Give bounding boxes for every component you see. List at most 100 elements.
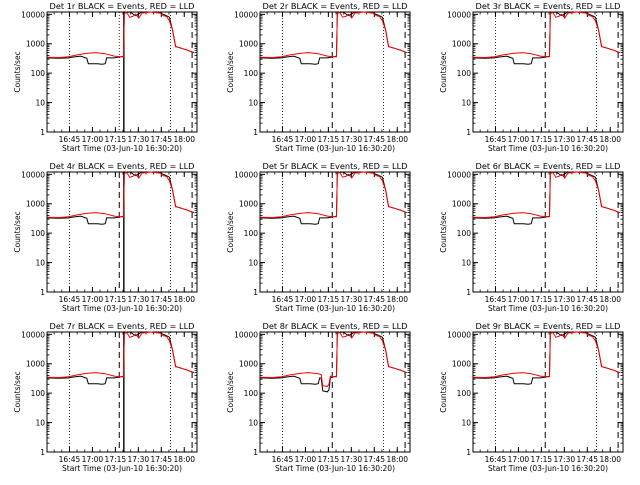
x-axis-label: Start Time (03-Jun-10 16:30:20)	[62, 144, 182, 153]
series-lld-line	[472, 171, 621, 219]
x-tick-label: 17:15	[531, 295, 553, 304]
x-tick-label: 17:30	[554, 135, 576, 144]
x-tick-label: 17:00	[82, 295, 104, 304]
y-tick-label: 100	[244, 229, 259, 238]
y-tick-label: 100	[31, 69, 46, 78]
y-tick-label: 1000	[452, 360, 471, 369]
y-tick-label: 10000	[447, 330, 471, 339]
plot-frame	[46, 171, 198, 293]
x-tick-label: 17:00	[82, 135, 104, 144]
y-tick-label: 10	[461, 259, 471, 268]
panel-4: Det 4r BLACK = Events, RED = LLD 1 10 100 10…	[13, 161, 198, 313]
x-tick-label: 17:45	[363, 295, 385, 304]
x-tick-label: 17:00	[295, 455, 317, 464]
x-tick-label: 18:00	[386, 135, 408, 144]
x-tick-label: 17:45	[363, 455, 385, 464]
y-tick-label: 10000	[21, 170, 45, 179]
plot-frame	[259, 171, 411, 293]
y-tick-label: 1000	[452, 40, 471, 49]
y-tick-label: 10000	[21, 330, 45, 339]
x-tick-label: 18:00	[173, 455, 195, 464]
panel-title: Det 6r BLACK = Events, RED = LLD	[476, 161, 621, 171]
x-tick-label: 17:00	[508, 295, 530, 304]
x-tick-label: 17:45	[576, 455, 598, 464]
y-tick-label: 10	[248, 419, 258, 428]
series-lld-line	[472, 331, 621, 379]
y-tick-label: 10000	[447, 10, 471, 19]
panel-title: Det 3r BLACK = Events, RED = LLD	[476, 1, 621, 11]
y-tick-label: 1000	[239, 200, 258, 209]
y-axis-label: Counts/sec	[13, 51, 22, 92]
y-tick-label: 1	[253, 448, 258, 457]
x-tick-label: 17:15	[318, 135, 340, 144]
panel-7: Det 7r BLACK = Events, RED = LLD 1 10 100 10…	[13, 321, 198, 473]
x-tick-label: 17:45	[150, 135, 172, 144]
y-axis-label: Counts/sec	[439, 371, 448, 412]
y-tick-label: 10	[461, 419, 471, 428]
y-axis-label: Counts/sec	[439, 51, 448, 92]
x-axis-label: Start Time (03-Jun-10 16:30:20)	[488, 144, 608, 153]
x-tick-label: 17:00	[295, 295, 317, 304]
y-tick-label: 1000	[26, 40, 45, 49]
x-tick-label: 17:15	[531, 455, 553, 464]
x-tick-label: 17:30	[128, 135, 150, 144]
y-tick-label: 10000	[21, 10, 45, 19]
x-tick-label: 17:15	[105, 455, 127, 464]
plot-frame	[259, 331, 411, 453]
x-tick-label: 16:45	[485, 135, 507, 144]
x-tick-label: 17:30	[341, 455, 363, 464]
plot-frame	[472, 171, 624, 293]
y-tick-label: 1	[40, 448, 45, 457]
y-tick-label: 10	[461, 99, 471, 108]
x-tick-label: 17:15	[105, 295, 127, 304]
x-axis-label: Start Time (03-Jun-10 16:30:20)	[62, 464, 182, 473]
y-tick-label: 1000	[26, 200, 45, 209]
x-tick-label: 17:45	[363, 135, 385, 144]
y-axis-label: Counts/sec	[226, 371, 235, 412]
panel-title: Det 5r BLACK = Events, RED = LLD	[263, 161, 408, 171]
x-tick-label: 16:45	[59, 295, 81, 304]
y-tick-label: 1000	[239, 360, 258, 369]
y-tick-label: 10	[35, 259, 45, 268]
series-lld-line	[46, 331, 195, 379]
y-axis-label: Counts/sec	[226, 211, 235, 252]
x-tick-label: 17:00	[508, 135, 530, 144]
x-tick-label: 17:30	[128, 295, 150, 304]
x-tick-label: 16:45	[272, 135, 294, 144]
plot-frame	[472, 331, 624, 453]
plot-frame	[46, 331, 198, 453]
y-tick-label: 1	[466, 288, 471, 297]
x-tick-label: 17:30	[341, 295, 363, 304]
x-tick-label: 17:45	[150, 295, 172, 304]
x-tick-label: 16:45	[272, 455, 294, 464]
y-tick-label: 1	[466, 128, 471, 137]
y-tick-label: 100	[31, 229, 46, 238]
y-tick-label: 100	[457, 69, 472, 78]
y-tick-label: 1	[253, 288, 258, 297]
y-tick-label: 10000	[447, 170, 471, 179]
x-tick-label: 16:45	[59, 135, 81, 144]
x-tick-label: 16:45	[272, 295, 294, 304]
panel-3: Det 3r BLACK = Events, RED = LLD 1 10 100 10…	[439, 1, 624, 153]
y-tick-label: 10	[248, 259, 258, 268]
y-tick-label: 100	[244, 69, 259, 78]
panel-title: Det 1r BLACK = Events, RED = LLD	[50, 1, 195, 11]
panel-1: Det 1r BLACK = Events, RED = LLD 1 10 100 10…	[13, 1, 198, 153]
y-axis-label: Counts/sec	[13, 211, 22, 252]
x-tick-label: 16:45	[485, 295, 507, 304]
panel-title: Det 2r BLACK = Events, RED = LLD	[263, 1, 408, 11]
y-tick-label: 1000	[239, 40, 258, 49]
x-tick-label: 16:45	[59, 455, 81, 464]
y-tick-label: 1	[40, 288, 45, 297]
x-tick-label: 18:00	[173, 135, 195, 144]
panel-title: Det 9r BLACK = Events, RED = LLD	[476, 321, 621, 331]
y-tick-label: 1	[253, 128, 258, 137]
x-tick-label: 17:45	[576, 295, 598, 304]
x-axis-label: Start Time (03-Jun-10 16:30:20)	[488, 464, 608, 473]
y-axis-label: Counts/sec	[439, 211, 448, 252]
x-axis-label: Start Time (03-Jun-10 16:30:20)	[488, 304, 608, 313]
y-tick-label: 100	[457, 389, 472, 398]
y-tick-label: 100	[457, 229, 472, 238]
x-tick-label: 17:00	[508, 455, 530, 464]
